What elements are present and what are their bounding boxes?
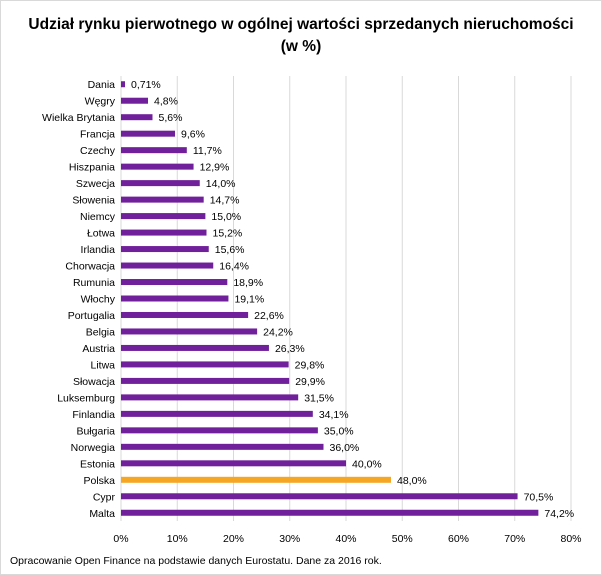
value-label: 22,6% bbox=[254, 310, 284, 322]
bar bbox=[121, 394, 299, 401]
value-label: 40,0% bbox=[352, 458, 382, 470]
value-label: 15,0% bbox=[211, 211, 241, 223]
x-tick-label: 50% bbox=[392, 533, 413, 545]
bar bbox=[121, 493, 518, 500]
x-tick-label: 80% bbox=[560, 533, 581, 545]
category-label: Litwa bbox=[90, 359, 115, 371]
category-label: Irlandia bbox=[81, 244, 116, 256]
value-label: 14,7% bbox=[210, 195, 240, 207]
bar bbox=[121, 328, 258, 335]
category-label: Szwecja bbox=[76, 178, 115, 190]
chart-title-line1: Udział rynku pierwotnego w ogólnej warto… bbox=[28, 16, 574, 33]
category-label: Rumunia bbox=[73, 277, 115, 289]
chart-title: Udział rynku pierwotnego w ogólnej warto… bbox=[0, 14, 602, 58]
bar bbox=[121, 377, 290, 384]
value-label: 70,5% bbox=[524, 491, 554, 503]
category-label: Słowacja bbox=[73, 376, 115, 388]
value-label: 24,2% bbox=[263, 326, 293, 338]
bar bbox=[121, 443, 324, 450]
value-label: 11,7% bbox=[193, 145, 222, 157]
bar bbox=[121, 509, 539, 516]
category-label: Luksemburg bbox=[57, 392, 115, 404]
bar bbox=[121, 311, 249, 318]
bar bbox=[121, 246, 209, 253]
category-label: Słowenia bbox=[72, 195, 115, 207]
value-label: 14,0% bbox=[206, 178, 236, 190]
x-tick-label: 20% bbox=[223, 533, 244, 545]
category-label: Bułgaria bbox=[76, 425, 115, 437]
category-label: Łotwa bbox=[87, 228, 115, 240]
bar bbox=[121, 130, 175, 137]
category-label: Norwegia bbox=[71, 442, 116, 454]
value-label: 18,9% bbox=[233, 277, 263, 289]
bar bbox=[121, 114, 153, 121]
bar bbox=[121, 81, 125, 88]
value-label: 31,5% bbox=[304, 392, 334, 404]
category-label: Cypr bbox=[93, 491, 116, 503]
value-label: 48,0% bbox=[397, 475, 427, 487]
value-label: 12,9% bbox=[200, 162, 230, 174]
value-label: 4,8% bbox=[154, 96, 178, 108]
value-label: 15,6% bbox=[215, 244, 245, 256]
x-tick-label: 30% bbox=[279, 533, 300, 545]
value-label: 9,6% bbox=[181, 129, 205, 141]
bar bbox=[121, 279, 228, 286]
value-label: 29,8% bbox=[295, 359, 325, 371]
category-label: Portugalia bbox=[68, 310, 115, 322]
category-label: Dania bbox=[88, 79, 116, 91]
value-label: 0,71% bbox=[131, 79, 161, 91]
category-label: Niemcy bbox=[80, 211, 116, 223]
source-note: Opracowanie Open Finance na podstawie da… bbox=[10, 555, 382, 567]
x-tick-label: 40% bbox=[335, 533, 356, 545]
category-label: Hiszpania bbox=[69, 162, 115, 174]
category-label: Wielka Brytania bbox=[42, 112, 115, 124]
value-label: 34,1% bbox=[319, 409, 349, 421]
x-tick-label: 70% bbox=[504, 533, 525, 545]
value-label: 19,1% bbox=[234, 294, 264, 306]
bar bbox=[121, 229, 207, 236]
bar bbox=[121, 476, 391, 483]
category-label: Austria bbox=[82, 343, 115, 355]
value-label: 36,0% bbox=[330, 442, 360, 454]
bar bbox=[121, 460, 346, 467]
bar bbox=[121, 361, 289, 368]
category-label: Chorwacja bbox=[65, 261, 115, 273]
category-label: Malta bbox=[89, 508, 115, 520]
value-label: 26,3% bbox=[275, 343, 305, 355]
bar bbox=[121, 97, 148, 104]
chart-title-line2: (w %) bbox=[280, 38, 322, 55]
category-label: Finlandia bbox=[72, 409, 115, 421]
category-label: Estonia bbox=[80, 458, 115, 470]
bar bbox=[121, 196, 204, 203]
value-label: 15,2% bbox=[213, 228, 243, 240]
category-label: Belgia bbox=[86, 326, 115, 338]
x-tick-label: 10% bbox=[167, 533, 188, 545]
bar bbox=[121, 180, 200, 187]
bar bbox=[121, 427, 318, 434]
value-label: 5,6% bbox=[159, 112, 183, 124]
value-label: 35,0% bbox=[324, 425, 354, 437]
bar bbox=[121, 262, 214, 269]
value-label: 16,4% bbox=[219, 261, 249, 273]
bar bbox=[121, 344, 269, 351]
value-label: 74,2% bbox=[544, 508, 574, 520]
bar bbox=[121, 147, 187, 154]
bar bbox=[121, 163, 194, 170]
category-label: Węgry bbox=[85, 96, 116, 108]
category-label: Włochy bbox=[81, 294, 116, 306]
bar bbox=[121, 295, 229, 302]
category-label: Czechy bbox=[80, 145, 116, 157]
value-label: 29,9% bbox=[295, 376, 325, 388]
x-tick-label: 0% bbox=[113, 533, 128, 545]
x-tick-label: 60% bbox=[448, 533, 469, 545]
bar bbox=[121, 213, 206, 220]
category-label: Polska bbox=[83, 475, 115, 487]
category-label: Francja bbox=[80, 129, 115, 141]
bar bbox=[121, 410, 313, 417]
